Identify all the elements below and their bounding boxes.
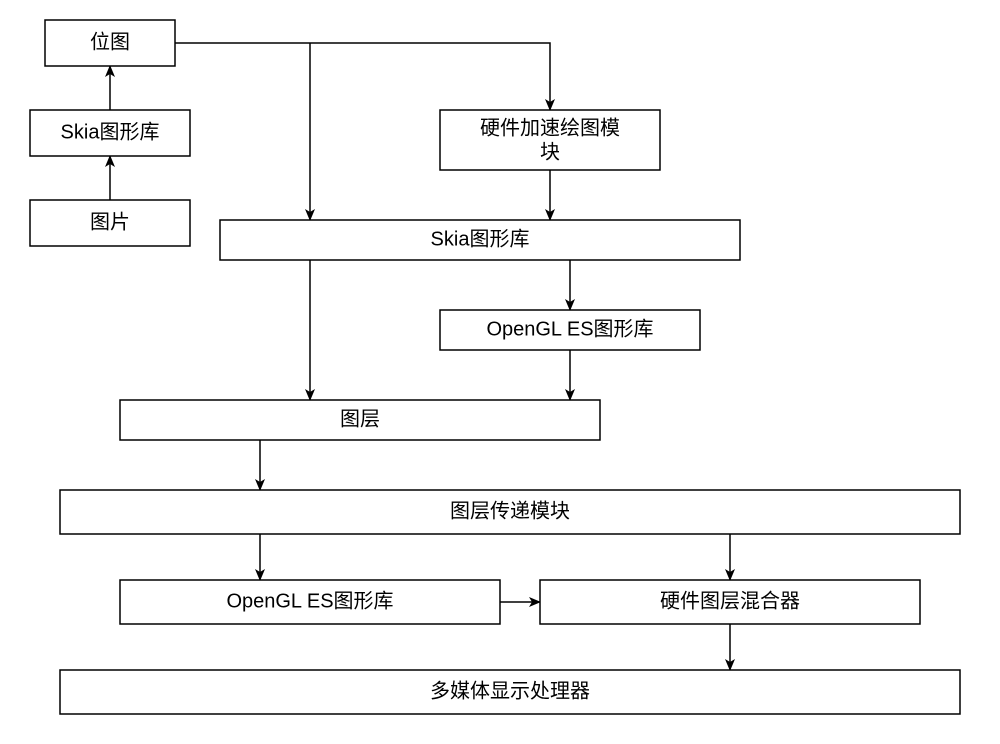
node-label-opengl_bot: OpenGL ES图形库 <box>226 589 393 612</box>
node-hwaccel: 硬件加速绘图模块 <box>440 110 660 170</box>
node-label-bitmap: 位图 <box>90 30 130 53</box>
node-label2-hwaccel: 块 <box>540 140 560 163</box>
node-label-skia_mid: Skia图形库 <box>431 227 530 250</box>
node-skia_left: Skia图形库 <box>30 110 190 156</box>
node-hw_mixer: 硬件图层混合器 <box>540 580 920 624</box>
node-label-mmdp: 多媒体显示处理器 <box>430 679 590 702</box>
node-label-hw_mixer: 硬件图层混合器 <box>660 589 800 612</box>
node-label-skia_left: Skia图形库 <box>61 120 160 143</box>
node-layer: 图层 <box>120 400 600 440</box>
node-label-opengl_mid: OpenGL ES图形库 <box>486 317 653 340</box>
node-mmdp: 多媒体显示处理器 <box>60 670 960 714</box>
node-skia_mid: Skia图形库 <box>220 220 740 260</box>
flowchart-canvas: 位图Skia图形库图片硬件加速绘图模块Skia图形库OpenGL ES图形库图层… <box>0 0 1000 744</box>
node-layer_pass: 图层传递模块 <box>60 490 960 534</box>
node-label1-hwaccel: 硬件加速绘图模 <box>480 116 620 139</box>
node-image: 图片 <box>30 200 190 246</box>
node-label-layer_pass: 图层传递模块 <box>450 499 570 522</box>
node-bitmap: 位图 <box>45 20 175 66</box>
node-label-image: 图片 <box>90 210 130 233</box>
edge-2 <box>175 43 550 110</box>
node-label-layer: 图层 <box>340 408 380 430</box>
node-opengl_bot: OpenGL ES图形库 <box>120 580 500 624</box>
node-opengl_mid: OpenGL ES图形库 <box>440 310 700 350</box>
